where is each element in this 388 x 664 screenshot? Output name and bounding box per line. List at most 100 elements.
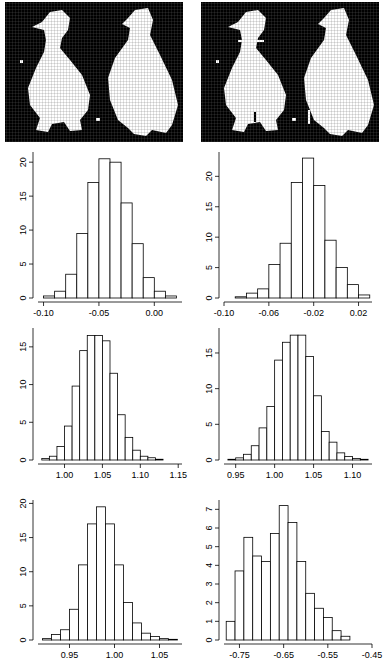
image-background (5, 2, 183, 142)
y-tick (215, 206, 219, 207)
hist-bar (124, 602, 133, 640)
bars (43, 507, 178, 640)
y-tick (215, 546, 219, 547)
x-tick-label: -0.10 (33, 308, 54, 318)
hist-bar (280, 243, 291, 298)
x-tick-label: 1.00 (106, 650, 124, 660)
hist-bar (262, 562, 271, 640)
x-tick (114, 644, 115, 648)
hist-bar (306, 357, 314, 460)
y-tick-label: 5 (18, 420, 28, 425)
hist-bar (347, 285, 358, 298)
hist-bar (79, 565, 88, 640)
hist-bar (279, 506, 288, 640)
hist-bar (133, 450, 141, 460)
x-tick (102, 464, 103, 468)
hist-bar (360, 459, 368, 461)
image-background (201, 2, 379, 142)
hist-bar (228, 459, 236, 461)
y-tick-label: 5 (204, 265, 214, 270)
y-tick (215, 298, 219, 299)
y-tick-label: 0 (204, 295, 214, 300)
x-tick-label: -0.75 (229, 650, 250, 660)
hist-bar (77, 233, 88, 298)
histogram-panel: -0.75-0.65-0.55-0.4501234567 (204, 500, 382, 660)
x-axis (224, 302, 372, 303)
x-tick (64, 464, 65, 468)
hist-bar (329, 442, 337, 460)
figure: -0.10-0.050.0005101520-0.10-0.06-0.020.0… (0, 0, 388, 664)
y-tick (215, 176, 219, 177)
y-tick-label: 15 (18, 533, 28, 543)
y-tick (215, 237, 219, 238)
hist-bar (253, 556, 262, 640)
hist-bar (42, 458, 50, 460)
hist-bar (282, 342, 290, 460)
hist-bar (148, 458, 156, 460)
y-tick (215, 388, 219, 389)
hist-bar (110, 162, 121, 298)
hist-bar (151, 637, 160, 640)
pixel-grid (201, 2, 379, 142)
x-tick (358, 302, 359, 306)
x-axis (38, 464, 182, 465)
hist-bar (55, 291, 66, 298)
hist-bar (169, 639, 178, 641)
x-axis (224, 464, 372, 465)
hist-bar (314, 396, 322, 460)
y-tick-label: 0 (18, 457, 28, 462)
y-axis (219, 328, 220, 460)
x-tick (69, 644, 70, 648)
bars (226, 506, 350, 640)
hist-bar (226, 621, 235, 640)
hist-bar (155, 459, 163, 461)
hist-bar (66, 274, 77, 298)
y-axis (33, 328, 34, 460)
hist-bar (275, 360, 283, 460)
y-tick (215, 267, 219, 268)
x-tick-label: -0.06 (259, 308, 280, 318)
x-tick (159, 644, 160, 648)
hist-bar (321, 431, 329, 460)
hist-bar (65, 426, 73, 460)
y-tick-label: 0 (204, 637, 214, 642)
y-tick-label: 10 (18, 567, 28, 577)
y-axis (219, 500, 220, 640)
hist-bar (160, 639, 169, 640)
histogram-panel: -0.10-0.06-0.020.0205101520 (204, 152, 372, 318)
y-tick (29, 298, 33, 299)
binary-image (5, 2, 183, 142)
hist-bar (165, 296, 176, 298)
y-tick (215, 584, 219, 585)
x-tick (140, 464, 141, 468)
binary-image (201, 2, 379, 142)
y-tick-label: 10 (204, 384, 214, 394)
hist-bar (44, 296, 55, 298)
y-tick-label: 2 (204, 600, 214, 605)
hist-bar (314, 185, 325, 298)
hist-bar (297, 562, 306, 640)
hist-bar (235, 571, 244, 640)
hist-bar (106, 524, 115, 640)
y-tick (29, 422, 33, 423)
y-tick-label: 5 (18, 262, 28, 267)
x-tick-label: -0.10 (214, 308, 235, 318)
hist-bar (72, 386, 80, 460)
hist-bar (110, 373, 118, 460)
x-tick (239, 644, 240, 648)
x-tick-label: -0.55 (318, 650, 339, 660)
hist-bar (133, 623, 142, 640)
hist-bar (236, 458, 244, 460)
x-tick-label: -0.05 (89, 308, 110, 318)
y-tick (215, 621, 219, 622)
y-tick-label: 0 (18, 637, 28, 642)
x-tick (43, 302, 44, 306)
y-tick-label: 3 (204, 581, 214, 586)
hist-bar (258, 289, 269, 298)
y-tick (215, 352, 219, 353)
y-tick (215, 460, 219, 461)
y-tick-label: 20 (18, 498, 28, 508)
y-tick (215, 602, 219, 603)
x-tick (372, 644, 373, 648)
hist-bar (70, 609, 79, 640)
